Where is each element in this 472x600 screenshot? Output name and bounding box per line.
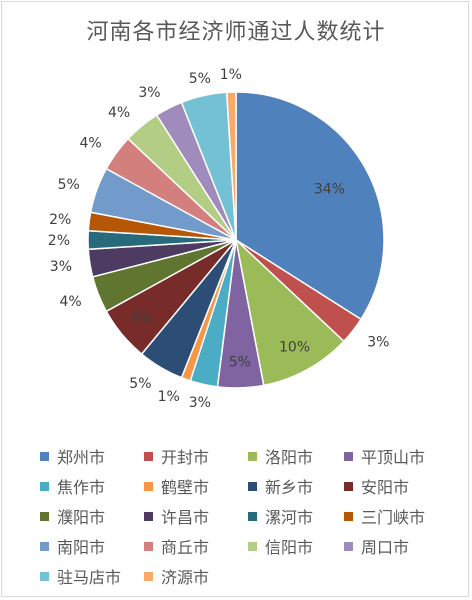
legend-item-6: 鹤壁市	[144, 473, 209, 499]
legend-swatch	[144, 451, 153, 461]
legend-label: 安阳市	[361, 478, 410, 497]
data-label-7: 5%	[129, 376, 151, 392]
legend-label: 许昌市	[161, 508, 210, 527]
legend-swatch	[40, 571, 49, 581]
legend-item-9: 濮阳市	[40, 503, 105, 529]
data-label-10: 3%	[50, 259, 72, 275]
legend-label: 信阳市	[265, 538, 314, 557]
legend-swatch	[144, 571, 153, 581]
legend-label: 济源市	[161, 568, 210, 587]
legend-label: 漯河市	[265, 508, 314, 527]
pie-slice-18	[225, 91, 237, 241]
legend-item-18: 济源市	[144, 563, 209, 589]
legend-item-2: 开封市	[144, 443, 209, 469]
data-label-15: 4%	[108, 105, 130, 121]
legend-item-16: 周口市	[344, 533, 409, 559]
legend-swatch	[344, 511, 353, 521]
legend-item-12: 三门峡市	[344, 503, 425, 529]
data-label-11: 2%	[48, 233, 70, 249]
data-label-5: 3%	[189, 395, 211, 411]
data-label-17: 5%	[189, 71, 211, 87]
legend-item-7: 新乡市	[248, 473, 313, 499]
legend-swatch	[344, 451, 353, 461]
legend-item-15: 信阳市	[248, 533, 313, 559]
legend-label: 焦作市	[57, 478, 106, 497]
data-label-18: 1%	[220, 67, 242, 83]
data-label-2: 3%	[367, 335, 389, 351]
legend-swatch	[248, 511, 257, 521]
legend-label: 洛阳市	[265, 448, 314, 467]
data-label-3: 10%	[279, 339, 310, 355]
legend-item-13: 南阳市	[40, 533, 105, 559]
legend-swatch	[248, 541, 257, 551]
legend-label: 濮阳市	[57, 508, 106, 527]
legend-label: 鹤壁市	[161, 478, 210, 497]
legend-swatch	[40, 541, 49, 551]
pie-slice-1	[235, 91, 385, 321]
data-label-13: 5%	[58, 177, 80, 193]
legend-item-17: 驻马店市	[40, 563, 121, 589]
data-label-14: 4%	[79, 135, 101, 151]
legend-swatch	[144, 481, 153, 491]
legend-item-1: 郑州市	[40, 443, 105, 469]
legend-item-10: 许昌市	[144, 503, 209, 529]
legend-item-4: 平顶山市	[344, 443, 425, 469]
data-label-1: 34%	[314, 182, 345, 198]
data-label-6: 1%	[158, 389, 180, 405]
legend-item-5: 焦作市	[40, 473, 105, 499]
data-label-8: 6%	[131, 310, 153, 326]
legend-swatch	[40, 481, 49, 491]
legend-label: 开封市	[161, 448, 210, 467]
legend-swatch	[144, 511, 153, 521]
legend-swatch	[40, 451, 49, 461]
legend-swatch	[40, 511, 49, 521]
data-label-16: 3%	[138, 85, 160, 101]
legend-label: 商丘市	[161, 538, 210, 557]
data-label-12: 2%	[49, 212, 71, 228]
legend-label: 三门峡市	[361, 508, 426, 527]
legend-item-14: 商丘市	[144, 533, 209, 559]
legend-item-8: 安阳市	[344, 473, 409, 499]
legend-item-3: 洛阳市	[248, 443, 313, 469]
data-label-4: 5%	[229, 354, 251, 370]
legend-item-11: 漯河市	[248, 503, 313, 529]
data-label-9: 4%	[59, 294, 81, 310]
legend-label: 驻马店市	[57, 568, 122, 587]
legend-label: 周口市	[361, 538, 410, 557]
legend-label: 郑州市	[57, 448, 106, 467]
legend-label: 平顶山市	[361, 448, 426, 467]
legend-swatch	[144, 541, 153, 551]
legend-swatch	[344, 541, 353, 551]
pie-chart: 34% 3% 10% 5% 3% 1% 5% 6% 4% 3% 2% 2% 5% 4% 4% 3% 5% 1%	[48, 67, 390, 411]
legend-label: 新乡市	[265, 478, 314, 497]
legend-swatch	[344, 481, 353, 491]
legend-label: 南阳市	[57, 538, 106, 557]
pie-slice-3	[234, 237, 345, 387]
legend-swatch	[248, 451, 257, 461]
chart-title: 河南各市经济师通过人数统计	[86, 20, 386, 45]
legend-swatch	[248, 481, 257, 491]
